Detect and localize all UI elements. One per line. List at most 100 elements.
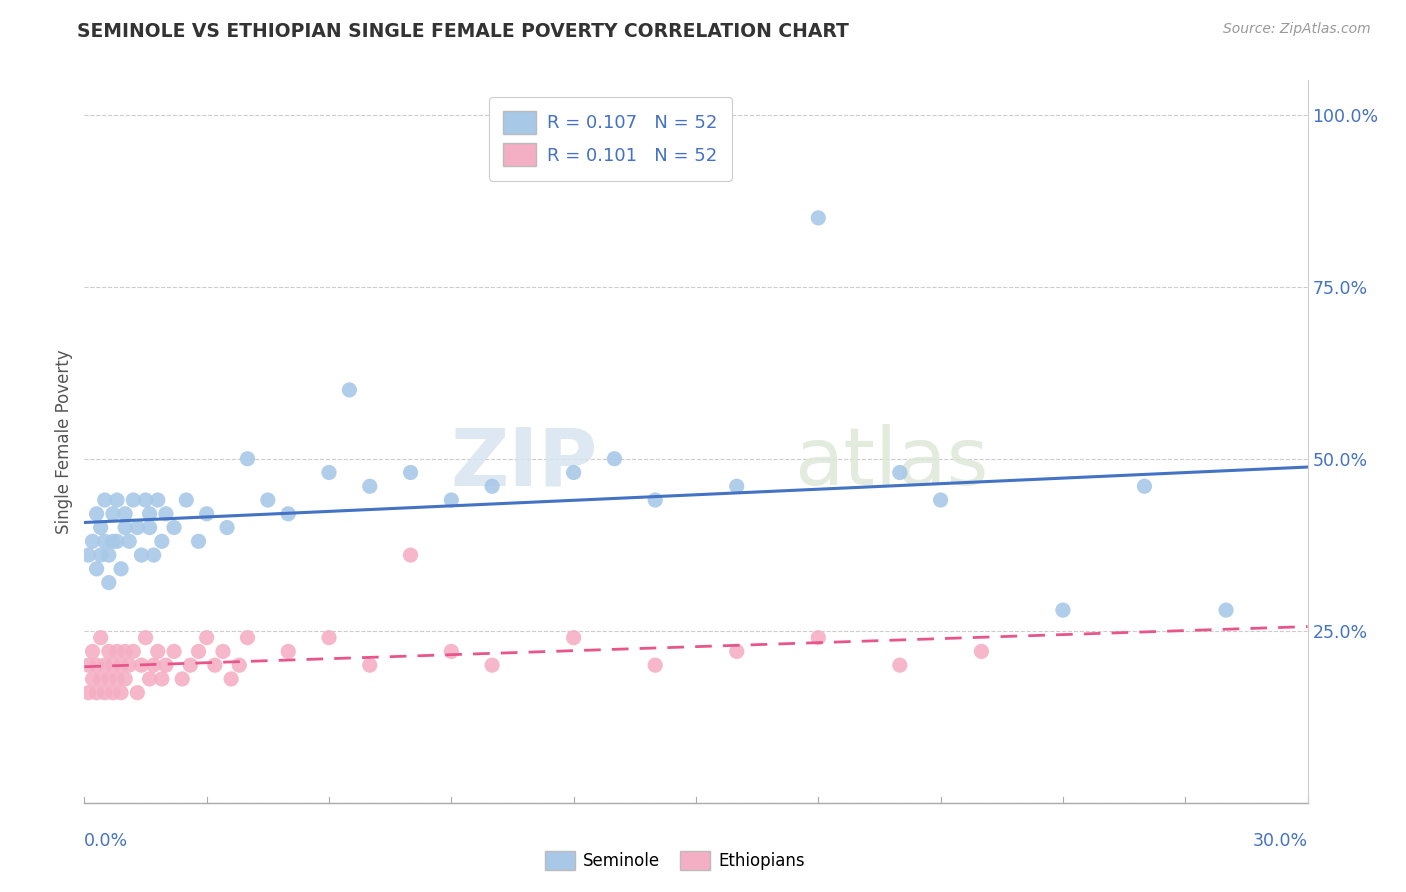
- Point: [86, 686, 108, 700]
- Point: [481, 479, 503, 493]
- Point: [101, 507, 124, 521]
- Point: [114, 520, 136, 534]
- Point: [110, 658, 132, 673]
- Legend: Seminole, Ethiopians: Seminole, Ethiopians: [538, 844, 811, 877]
- Point: [82, 644, 104, 658]
- Text: 0.0%: 0.0%: [84, 831, 128, 850]
- Point: [163, 644, 186, 658]
- Point: [359, 479, 381, 493]
- Point: [93, 493, 115, 508]
- Point: [146, 493, 169, 508]
- Point: [970, 644, 993, 658]
- Point: [90, 548, 112, 562]
- Text: 30.0%: 30.0%: [1253, 831, 1308, 850]
- Point: [236, 631, 259, 645]
- Point: [440, 644, 463, 658]
- Point: [217, 520, 239, 534]
- Point: [440, 493, 463, 508]
- Point: [131, 658, 153, 673]
- Point: [150, 534, 173, 549]
- Point: [174, 493, 197, 508]
- Point: [204, 658, 226, 673]
- Point: [1133, 479, 1156, 493]
- Text: atlas: atlas: [794, 425, 988, 502]
- Point: [807, 211, 830, 225]
- Text: ZIP: ZIP: [451, 425, 598, 502]
- Point: [97, 575, 120, 590]
- Point: [187, 534, 209, 549]
- Point: [146, 644, 169, 658]
- Point: [122, 644, 145, 658]
- Point: [889, 466, 911, 480]
- Point: [228, 658, 250, 673]
- Point: [93, 658, 115, 673]
- Point: [127, 520, 149, 534]
- Point: [138, 672, 160, 686]
- Point: [138, 520, 160, 534]
- Point: [318, 466, 340, 480]
- Point: [114, 507, 136, 521]
- Point: [219, 672, 242, 686]
- Point: [172, 672, 194, 686]
- Point: [90, 672, 112, 686]
- Point: [138, 507, 160, 521]
- Point: [155, 507, 177, 521]
- Point: [77, 548, 100, 562]
- Point: [114, 672, 136, 686]
- Point: [97, 672, 120, 686]
- Point: [97, 548, 120, 562]
- Point: [195, 507, 218, 521]
- Point: [807, 631, 830, 645]
- Point: [339, 383, 361, 397]
- Point: [481, 658, 503, 673]
- Point: [644, 658, 666, 673]
- Point: [889, 658, 911, 673]
- Point: [562, 631, 585, 645]
- Point: [257, 493, 280, 508]
- Point: [277, 644, 299, 658]
- Point: [562, 466, 585, 480]
- Point: [1052, 603, 1074, 617]
- Point: [399, 466, 422, 480]
- Point: [236, 451, 259, 466]
- Point: [77, 686, 100, 700]
- Point: [86, 507, 108, 521]
- Point: [155, 658, 177, 673]
- Point: [725, 644, 748, 658]
- Point: [212, 644, 235, 658]
- Point: [318, 631, 340, 645]
- Point: [105, 534, 128, 549]
- Point: [97, 644, 120, 658]
- Point: [82, 672, 104, 686]
- Point: [142, 658, 165, 673]
- Point: [110, 686, 132, 700]
- Point: [93, 534, 115, 549]
- Point: [725, 479, 748, 493]
- Text: Source: ZipAtlas.com: Source: ZipAtlas.com: [1223, 22, 1371, 37]
- Point: [101, 658, 124, 673]
- Point: [163, 520, 186, 534]
- Point: [603, 451, 626, 466]
- Point: [644, 493, 666, 508]
- Point: [93, 686, 115, 700]
- Point: [90, 631, 112, 645]
- Point: [179, 658, 201, 673]
- Point: [399, 548, 422, 562]
- Point: [90, 520, 112, 534]
- Point: [135, 631, 157, 645]
- Point: [105, 493, 128, 508]
- Point: [1215, 603, 1237, 617]
- Point: [114, 644, 136, 658]
- Point: [118, 658, 141, 673]
- Point: [118, 534, 141, 549]
- Point: [82, 534, 104, 549]
- Text: SEMINOLE VS ETHIOPIAN SINGLE FEMALE POVERTY CORRELATION CHART: SEMINOLE VS ETHIOPIAN SINGLE FEMALE POVE…: [77, 22, 849, 41]
- Point: [150, 672, 173, 686]
- Point: [929, 493, 952, 508]
- Point: [101, 534, 124, 549]
- Point: [77, 658, 100, 673]
- Point: [195, 631, 218, 645]
- Point: [127, 686, 149, 700]
- Legend: R = 0.107   N = 52, R = 0.101   N = 52: R = 0.107 N = 52, R = 0.101 N = 52: [489, 96, 731, 181]
- Point: [135, 493, 157, 508]
